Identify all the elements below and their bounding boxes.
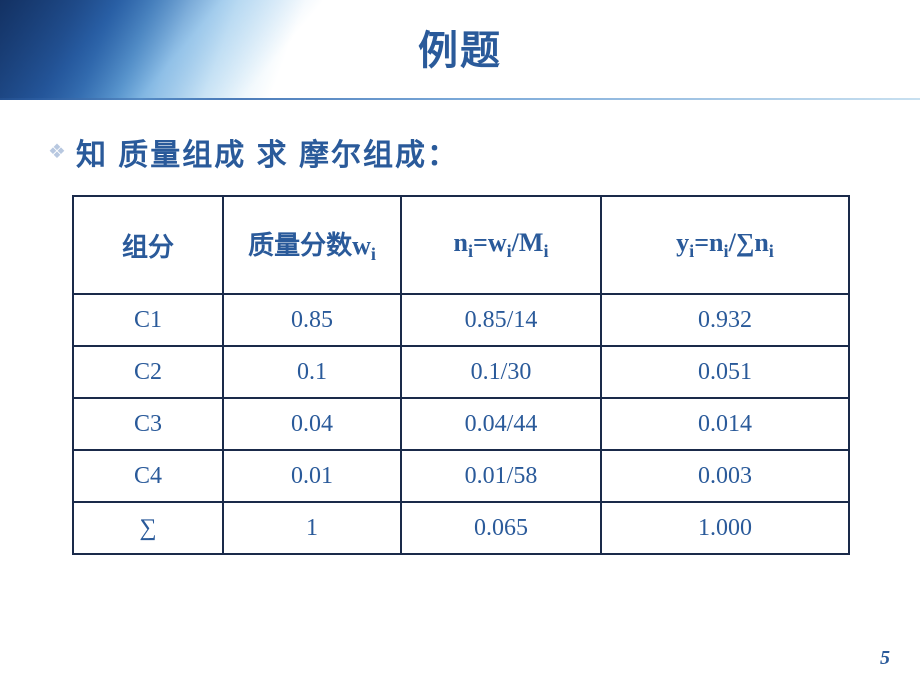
cell: C4 bbox=[73, 450, 223, 502]
cell: 0.065 bbox=[401, 502, 601, 554]
table-body: C1 0.85 0.85/14 0.932 C2 0.1 0.1/30 0.05… bbox=[73, 294, 849, 554]
col-header-component: 组分 bbox=[73, 196, 223, 294]
table-row-sum: ∑ 1 0.065 1.000 bbox=[73, 502, 849, 554]
subtitle-row: ❖ 知 质量组成 求 摩尔组成： bbox=[48, 130, 459, 174]
cell: 0.014 bbox=[601, 398, 849, 450]
cell: 0.85 bbox=[223, 294, 401, 346]
cell: 0.1 bbox=[223, 346, 401, 398]
cell: 0.932 bbox=[601, 294, 849, 346]
col-header-yi: yi=ni/∑ni bbox=[601, 196, 849, 294]
table-row: C4 0.01 0.01/58 0.003 bbox=[73, 450, 849, 502]
table-row: C3 0.04 0.04/44 0.014 bbox=[73, 398, 849, 450]
table-row: C2 0.1 0.1/30 0.051 bbox=[73, 346, 849, 398]
cell: 0.85/14 bbox=[401, 294, 601, 346]
cell: 0.1/30 bbox=[401, 346, 601, 398]
cell: 0.051 bbox=[601, 346, 849, 398]
slide-title: 例题 bbox=[0, 18, 920, 76]
cell: 0.04/44 bbox=[401, 398, 601, 450]
cell: ∑ bbox=[73, 502, 223, 554]
diamond-bullet-icon: ❖ bbox=[48, 142, 66, 162]
cell: 0.04 bbox=[223, 398, 401, 450]
cell: 1 bbox=[223, 502, 401, 554]
col-header-mass-fraction: 质量分数wi bbox=[223, 196, 401, 294]
composition-table: 组分 质量分数wi ni=wi/Mi yi=ni/∑ni C1 0.85 0.8… bbox=[72, 195, 850, 555]
cell: 0.01 bbox=[223, 450, 401, 502]
composition-table-wrap: 组分 质量分数wi ni=wi/Mi yi=ni/∑ni C1 0.85 0.8… bbox=[72, 195, 848, 555]
col-header-ni: ni=wi/Mi bbox=[401, 196, 601, 294]
page-number: 5 bbox=[880, 647, 890, 670]
subtitle-text: 知 质量组成 求 摩尔组成： bbox=[76, 130, 459, 174]
table-row: C1 0.85 0.85/14 0.932 bbox=[73, 294, 849, 346]
cell: C3 bbox=[73, 398, 223, 450]
cell: 0.01/58 bbox=[401, 450, 601, 502]
header-underline bbox=[0, 98, 920, 100]
cell: C2 bbox=[73, 346, 223, 398]
table-header-row: 组分 质量分数wi ni=wi/Mi yi=ni/∑ni bbox=[73, 196, 849, 294]
cell: 0.003 bbox=[601, 450, 849, 502]
cell: 1.000 bbox=[601, 502, 849, 554]
cell: C1 bbox=[73, 294, 223, 346]
